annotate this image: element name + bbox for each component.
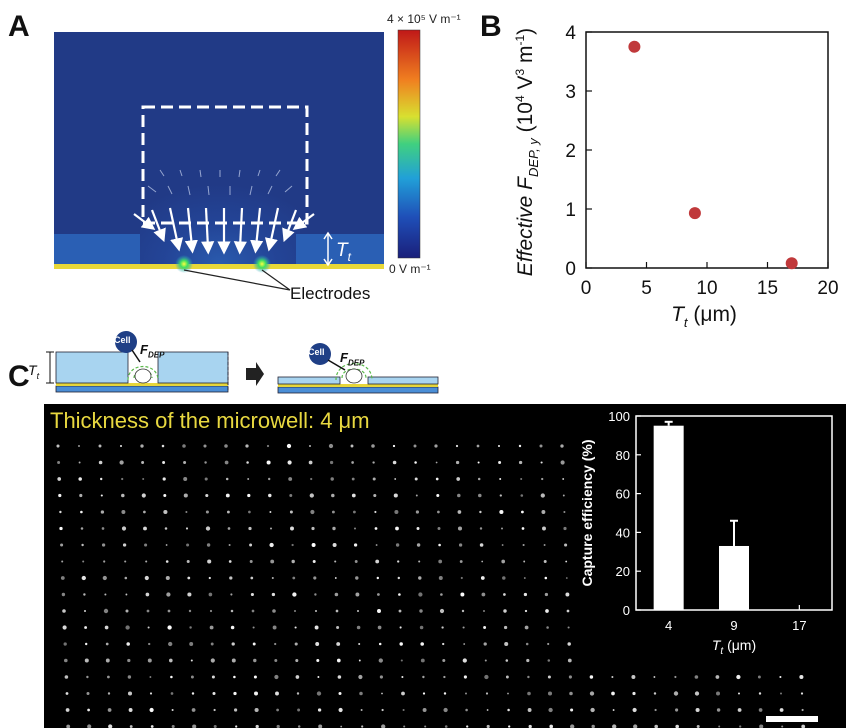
x-tick-label: 0 <box>581 278 592 299</box>
panel-c-schematic <box>46 331 439 394</box>
electrodes-label: Electrodes <box>290 284 371 303</box>
thickness-label-c: Tt <box>28 362 39 381</box>
fdep-sub: DEP <box>347 358 365 368</box>
field-arrows-large <box>133 207 315 255</box>
inset-y-axis-label: Capture efficiency (%) <box>579 439 595 586</box>
insulator-layer-left <box>54 234 140 264</box>
data-point <box>785 257 798 270</box>
cell-label-right: Cell <box>308 347 325 357</box>
captured-cell-right <box>345 368 363 384</box>
fdep-label-right: FDEP <box>340 350 364 368</box>
fdep-label-left: FDEP <box>140 342 164 360</box>
inset-x-tick-label: 4 <box>665 618 672 633</box>
fluorescence-micrograph: Thickness of the microwell: 4 μm 0 20 40 60… <box>44 404 846 728</box>
cell-icon-left <box>115 331 137 353</box>
y-tick-label: 2 <box>565 141 576 162</box>
inset-y-tick-label: 40 <box>616 525 630 540</box>
cell-dot-array <box>56 443 806 728</box>
y-axis-label: Effective FDEP, y (104 V3 m-1) <box>513 28 541 276</box>
inset-y-tick-label: 0 <box>623 603 630 618</box>
cell-icon-right <box>309 343 331 365</box>
plot-frame <box>585 31 829 269</box>
tt-sub: t <box>347 249 351 264</box>
transition-arrow <box>246 362 264 386</box>
inset-y-tick-label: 20 <box>616 564 630 579</box>
y-tick-label: 0 <box>565 259 576 280</box>
data-point <box>628 40 641 53</box>
electrode-strip <box>54 264 384 269</box>
panel-a-letter: A <box>8 10 30 43</box>
panel-c-letter: C <box>8 360 30 393</box>
fdep-main: F <box>340 350 348 365</box>
inset-y-tick-label: 100 <box>608 409 630 424</box>
colorbar <box>397 29 421 259</box>
inset-x-axis-label: Tt (μm) <box>712 637 756 657</box>
insulator-left-block <box>55 351 129 384</box>
panel-a-simulation <box>54 29 421 291</box>
x-tick-label: 15 <box>757 278 778 299</box>
x-tick-label: 10 <box>696 278 717 299</box>
x-axis-label: Tt (μm) <box>671 303 737 330</box>
thickness-label-a: Tt <box>336 240 351 264</box>
y-tick-label: 1 <box>565 200 576 221</box>
scale-bar <box>766 716 818 722</box>
y-tick-label: 4 <box>565 23 576 44</box>
field-arrows-small <box>147 169 293 196</box>
y-tick-label: 3 <box>565 82 576 103</box>
colorbar-min-label: 0 V m⁻¹ <box>389 262 431 276</box>
inset-y-tick-label: 80 <box>616 448 630 463</box>
substrate-left <box>55 385 229 393</box>
micrograph-title: Thickness of the microwell: 4 μm <box>50 408 370 433</box>
colorbar-max-label: 4 × 10⁵ V m⁻¹ <box>387 12 461 26</box>
captured-cell-left <box>134 368 152 384</box>
inset-bar <box>653 425 684 610</box>
electrode-leader-lines <box>183 269 291 291</box>
substrate-right <box>277 386 439 394</box>
inset-x-tick-label: 17 <box>792 618 806 633</box>
data-point <box>688 207 701 220</box>
tt-sub: t <box>36 370 40 381</box>
cell-label-left: Cell <box>114 335 131 345</box>
inset-y-tick-label: 60 <box>616 487 630 502</box>
fdep-sub: DEP <box>147 350 165 360</box>
insulator-layer-right <box>296 234 384 264</box>
thickness-marker <box>323 231 333 267</box>
panel-b-letter: B <box>480 10 502 43</box>
insulator-right-block <box>157 351 229 384</box>
inset-x-tick-label: 9 <box>730 618 737 633</box>
tt-main: T <box>336 240 348 261</box>
tt-main: T <box>28 362 37 378</box>
panel-b-scatter-chart: 0 5 10 15 20 0 1 2 3 4 Effective FDEP, y (104 V3 … <box>513 23 839 330</box>
inset-bar <box>719 545 749 610</box>
x-tick-label: 5 <box>641 278 652 299</box>
fdep-main: F <box>140 342 148 357</box>
x-tick-label: 20 <box>817 278 838 299</box>
